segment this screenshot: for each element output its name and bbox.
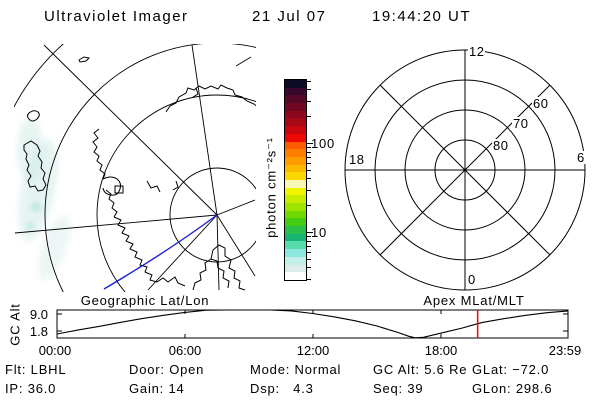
- coastlines: [23, 56, 256, 291]
- mlat-label-80: 80: [492, 138, 510, 153]
- ytick-9.0: 9.0: [29, 307, 48, 322]
- colorbar-tick: [307, 80, 311, 82]
- header-date: 21 Jul 07: [252, 8, 327, 25]
- colorbar-tick: [307, 116, 311, 118]
- geographic-map: [14, 44, 256, 292]
- polar-grid: [344, 49, 586, 291]
- altitude-chart-frame: [56, 309, 569, 339]
- colorbar-tick: [307, 258, 311, 260]
- xtick-2359: 23:59: [548, 343, 582, 358]
- polar-caption: Apex MLat/MLT: [423, 293, 525, 308]
- xtick-1200: 12:00: [296, 343, 330, 358]
- colorbar-tick: [307, 178, 311, 180]
- header-time: 19:44:20 UT: [372, 8, 472, 25]
- mlt-label-0: 0: [467, 272, 477, 287]
- colorbar-tick: [307, 245, 311, 247]
- status-seq: Seq: 39: [373, 381, 424, 396]
- status-door: Door: Open: [129, 362, 205, 377]
- status-glon: GLon: 298.6: [472, 381, 553, 396]
- status-flt: Flt: LBHL: [5, 362, 67, 377]
- colorbar-tick: [307, 89, 311, 91]
- xtick-1800: 18:00: [424, 343, 458, 358]
- status-ip: IP: 36.0: [5, 381, 57, 396]
- colorbar-tick: [307, 151, 311, 153]
- status-mode: Mode: Normal: [250, 362, 342, 377]
- colorbar-tick: [307, 189, 311, 191]
- graticule-meridians: [14, 44, 256, 291]
- mlt-label-6: 6: [576, 150, 586, 165]
- ytick-1.8: 1.8: [29, 324, 48, 339]
- mlat-label-60: 60: [532, 96, 550, 111]
- xtick-0600: 06:00: [168, 343, 202, 358]
- colorbar-tick: [307, 205, 311, 207]
- status-gcalt: GC Alt: 5.6 Re: [373, 362, 468, 377]
- colorbar-tick: [307, 147, 311, 149]
- colorbar-tick: [307, 169, 311, 171]
- colorbar-tick: [307, 240, 311, 242]
- altitude-curve: [57, 309, 569, 339]
- colorbar-tick: [307, 162, 311, 164]
- mlt-label-18: 18: [348, 152, 366, 167]
- status-gain: Gain: 14: [129, 381, 185, 396]
- status-dsp: Dsp: 4.3: [250, 381, 314, 396]
- colorbar-tick: [307, 251, 311, 253]
- colorbar-tick: [307, 100, 311, 102]
- satellite-track: [103, 214, 218, 290]
- colorbar-tick: [307, 267, 311, 269]
- colorbar-gradient: [284, 79, 307, 281]
- colorbar-label: photon cm⁻²s⁻¹: [263, 137, 279, 238]
- status-glat: GLat: −72.0: [472, 362, 550, 377]
- colorbar-tick: [307, 232, 313, 233]
- auroral-emission-patch: [17, 118, 71, 281]
- mlt-label-12: 12: [468, 44, 486, 59]
- colorbar-tick-label-10: 10: [311, 225, 328, 240]
- xtick-0000: 00:00: [38, 343, 72, 358]
- colorbar-tick: [307, 236, 311, 238]
- colorbar-tick-label-100: 100: [311, 136, 336, 151]
- mlat-label-70: 70: [512, 116, 530, 131]
- colorbar-tick: [307, 278, 311, 280]
- colorbar-tick: [307, 156, 311, 158]
- header-title: Ultraviolet Imager: [44, 8, 189, 25]
- map-caption: Geographic Lat/Lon: [80, 293, 210, 308]
- colorbar-tick: [307, 143, 313, 144]
